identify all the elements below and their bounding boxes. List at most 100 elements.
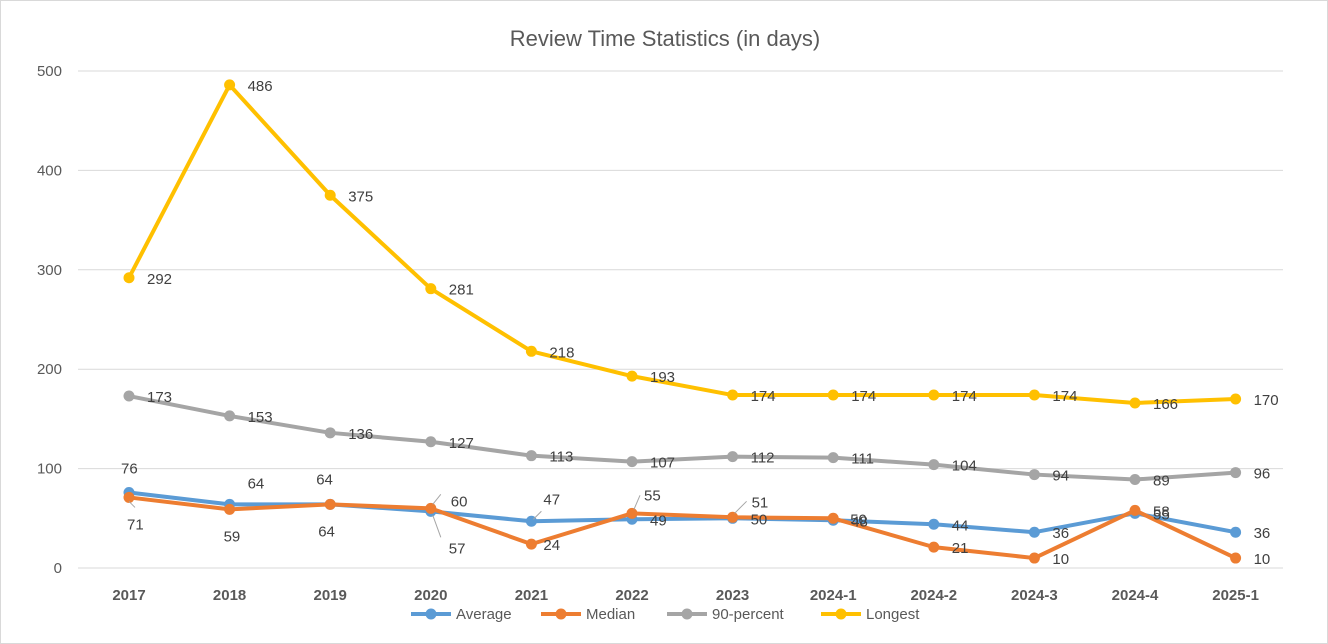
x-tick-label: 2025-1 <box>1212 587 1259 604</box>
data-point <box>123 491 135 503</box>
data-label: 174 <box>1052 388 1077 405</box>
series-line <box>127 490 1238 535</box>
legend-label: 90-percent <box>712 606 785 623</box>
data-point <box>123 272 135 284</box>
series-median <box>123 491 1242 564</box>
data-label: 375 <box>348 188 373 205</box>
series-longest <box>123 79 1242 409</box>
data-point <box>827 512 839 524</box>
data-point <box>324 427 336 439</box>
data-label: 174 <box>751 388 776 405</box>
gridlines <box>78 70 1283 569</box>
data-label: 174 <box>952 388 977 405</box>
data-point <box>1028 469 1040 481</box>
data-label: 94 <box>1052 468 1069 485</box>
x-tick-label: 2020 <box>414 587 447 604</box>
data-point <box>425 436 437 448</box>
data-label: 36 <box>1254 525 1271 542</box>
data-label: 48 <box>851 513 868 530</box>
data-label: 113 <box>549 449 573 466</box>
data-point <box>626 456 638 468</box>
data-point <box>626 507 638 519</box>
y-axis-ticks: 0 100 200 300 400 500 <box>37 63 62 577</box>
y-tick-label: 0 <box>54 560 62 577</box>
data-label: 51 <box>752 494 769 511</box>
series-average <box>123 486 1242 538</box>
data-point <box>827 389 839 401</box>
data-point <box>224 410 236 422</box>
series-line <box>127 394 1238 482</box>
y-tick-label: 100 <box>37 461 62 478</box>
data-point <box>525 538 537 550</box>
data-point <box>1028 526 1040 538</box>
data-label: 136 <box>348 426 373 443</box>
data-label: 58 <box>1153 503 1170 520</box>
data-point <box>1230 526 1242 538</box>
data-point <box>425 283 437 295</box>
data-label: 10 <box>1254 551 1271 568</box>
x-tick-label: 2022 <box>615 587 648 604</box>
label-leader-line <box>128 501 136 508</box>
data-label: 104 <box>952 458 977 475</box>
x-tick-label: 2023 <box>716 587 749 604</box>
x-axis-ticks: 2017 2018 2019 2020 2021 2022 2023 2024-1 2024-2… <box>112 587 1259 604</box>
x-tick-label: 2021 <box>515 587 548 604</box>
x-tick-label: 2024-2 <box>910 587 957 604</box>
data-label: 112 <box>751 450 775 467</box>
data-label: 60 <box>451 493 468 510</box>
label-leader-line <box>432 494 442 505</box>
data-label: 47 <box>543 491 560 508</box>
data-point <box>324 189 336 201</box>
data-point <box>928 541 940 553</box>
series-lines <box>123 79 1242 564</box>
data-point <box>1129 397 1141 409</box>
data-label: 281 <box>449 282 474 299</box>
data-label: 71 <box>127 516 144 533</box>
data-point <box>525 345 537 357</box>
data-label: 24 <box>543 537 560 554</box>
y-tick-label: 500 <box>37 63 62 80</box>
data-point <box>1230 467 1242 479</box>
data-label: 107 <box>650 455 675 472</box>
series-line <box>127 82 1238 405</box>
data-label: 127 <box>449 435 474 452</box>
data-label: 57 <box>449 540 466 557</box>
data-label: 292 <box>147 271 172 288</box>
data-point <box>1028 389 1040 401</box>
data-point <box>727 451 739 463</box>
y-tick-label: 300 <box>37 262 62 279</box>
data-point <box>928 389 940 401</box>
data-label: 64 <box>248 475 265 492</box>
legend-item-90-percent: 90-percent <box>667 606 785 623</box>
data-point <box>827 452 839 464</box>
legend-marker <box>681 608 693 620</box>
x-tick-label: 2024-4 <box>1112 587 1159 604</box>
legend-label: Median <box>586 606 635 623</box>
data-point <box>1129 474 1141 486</box>
y-tick-label: 200 <box>37 361 62 378</box>
data-point <box>224 503 236 515</box>
y-tick-label: 400 <box>37 162 62 179</box>
data-point <box>224 79 236 91</box>
data-point <box>1028 552 1040 564</box>
legend-item-median: Median <box>541 606 635 623</box>
data-label: 218 <box>549 344 574 361</box>
data-label: 50 <box>850 511 867 528</box>
data-label: 153 <box>248 409 273 426</box>
data-point <box>123 390 135 402</box>
label-leader-line <box>734 500 747 514</box>
data-label: 76 <box>121 460 138 477</box>
data-label: 174 <box>851 388 876 405</box>
label-leader-line <box>533 510 542 520</box>
data-point <box>525 450 537 462</box>
label-leader-line <box>432 515 442 538</box>
legend-label: Longest <box>866 606 920 623</box>
series-line <box>127 495 1238 561</box>
data-point <box>727 389 739 401</box>
data-point <box>1129 504 1141 516</box>
legend-label: Average <box>456 606 512 623</box>
legend-marker <box>555 608 567 620</box>
data-label: 166 <box>1153 396 1178 413</box>
data-label: 36 <box>1052 525 1069 542</box>
